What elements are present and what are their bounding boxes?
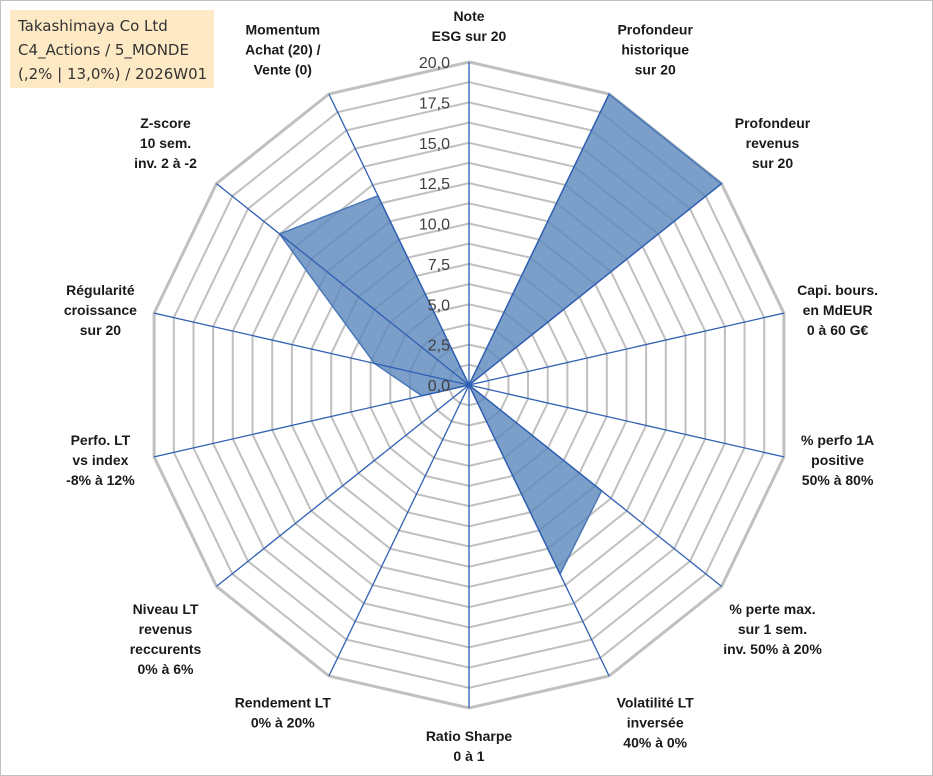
axis-label-10: Niveau LT — [133, 601, 199, 617]
axis-label-4: en MdEUR — [803, 302, 873, 318]
axis-label-12: Régularité — [66, 282, 135, 298]
axis-spoke-13 — [216, 183, 470, 386]
tick-label: 15,0 — [419, 136, 450, 153]
axis-spoke-4 — [468, 312, 785, 386]
axis-label-4: Capi. bours. — [797, 282, 878, 298]
tick-label: 5,0 — [428, 297, 450, 314]
axis-label-2: sur 20 — [635, 61, 676, 77]
axis-label-3: revenus — [746, 135, 800, 151]
axis-label-6: inv. 50% à 20% — [723, 641, 822, 657]
axis-label-13: 10 sem. — [140, 135, 191, 151]
tick-label: 20,0 — [419, 55, 450, 72]
axis-label-8: 0 à 1 — [453, 748, 484, 764]
axis-label-10: reccurents — [130, 641, 202, 657]
axis-label-9: Rendement LT — [235, 695, 332, 711]
title-category: C4_Actions / 5_MONDE — [18, 41, 189, 59]
axis-spoke-6 — [468, 384, 722, 587]
axis-label-14: Vente (0) — [254, 61, 312, 77]
axis-label-1: Note — [453, 8, 484, 24]
axis-spoke-10 — [216, 384, 470, 587]
axis-label-9: 0% à 20% — [251, 715, 315, 731]
axis-spoke-5 — [468, 384, 785, 458]
axis-label-10: revenus — [139, 621, 193, 637]
axis-spoke-7 — [468, 384, 610, 677]
axis-label-11: Perfo. LT — [71, 432, 131, 448]
axis-label-6: sur 1 sem. — [738, 621, 807, 637]
axis-label-1: ESG sur 20 — [432, 28, 507, 44]
axis-label-8: Ratio Sharpe — [426, 728, 513, 744]
axis-label-7: 40% à 0% — [623, 735, 687, 751]
axis-spoke-12 — [153, 312, 470, 386]
axis-label-5: 50% à 80% — [802, 472, 874, 488]
tick-label: 2,5 — [428, 338, 450, 355]
axis-label-14: Momentum — [245, 21, 320, 37]
axis-label-5: % perfo 1A — [801, 432, 874, 448]
axis-label-5: positive — [811, 452, 864, 468]
axis-spoke-14 — [328, 93, 470, 386]
axis-label-11: -8% à 12% — [66, 472, 135, 488]
axis-label-11: vs index — [72, 452, 128, 468]
tick-label: 10,0 — [419, 217, 450, 234]
tick-label: 17,5 — [419, 95, 450, 112]
axis-label-2: historique — [621, 41, 689, 57]
tick-label: 12,5 — [419, 176, 450, 193]
title-box: Takashimaya Co Ltd C4_Actions / 5_MONDE … — [10, 10, 214, 88]
title-period: (,2% | 13,0%) / 2026W01 — [18, 65, 208, 83]
axis-spoke-9 — [328, 384, 470, 677]
data-area — [278, 92, 723, 576]
axis-spoke-3 — [468, 183, 722, 386]
axis-spoke-11 — [153, 384, 470, 458]
axis-label-14: Achat (20) / — [245, 41, 321, 57]
axis-label-13: Z-score — [140, 115, 191, 131]
axis-label-7: Volatilité LT — [617, 695, 695, 711]
axis-label-13: inv. 2 à -2 — [134, 155, 197, 171]
axis-label-4: 0 à 60 G€ — [807, 322, 869, 338]
axis-label-7: inversée — [627, 715, 684, 731]
title-company: Takashimaya Co Ltd — [18, 17, 168, 35]
axis-label-12: sur 20 — [80, 322, 121, 338]
axis-label-6: % perte max. — [729, 601, 815, 617]
axis-label-3: sur 20 — [752, 155, 793, 171]
axis-spoke-2 — [468, 93, 610, 386]
tick-label: 0,0 — [428, 378, 450, 395]
axis-label-3: Profondeur — [735, 115, 811, 131]
axis-label-12: croissance — [64, 302, 137, 318]
axis-label-2: Profondeur — [617, 21, 693, 37]
tick-label: 7,5 — [428, 257, 450, 274]
axis-label-10: 0% à 6% — [137, 661, 194, 677]
